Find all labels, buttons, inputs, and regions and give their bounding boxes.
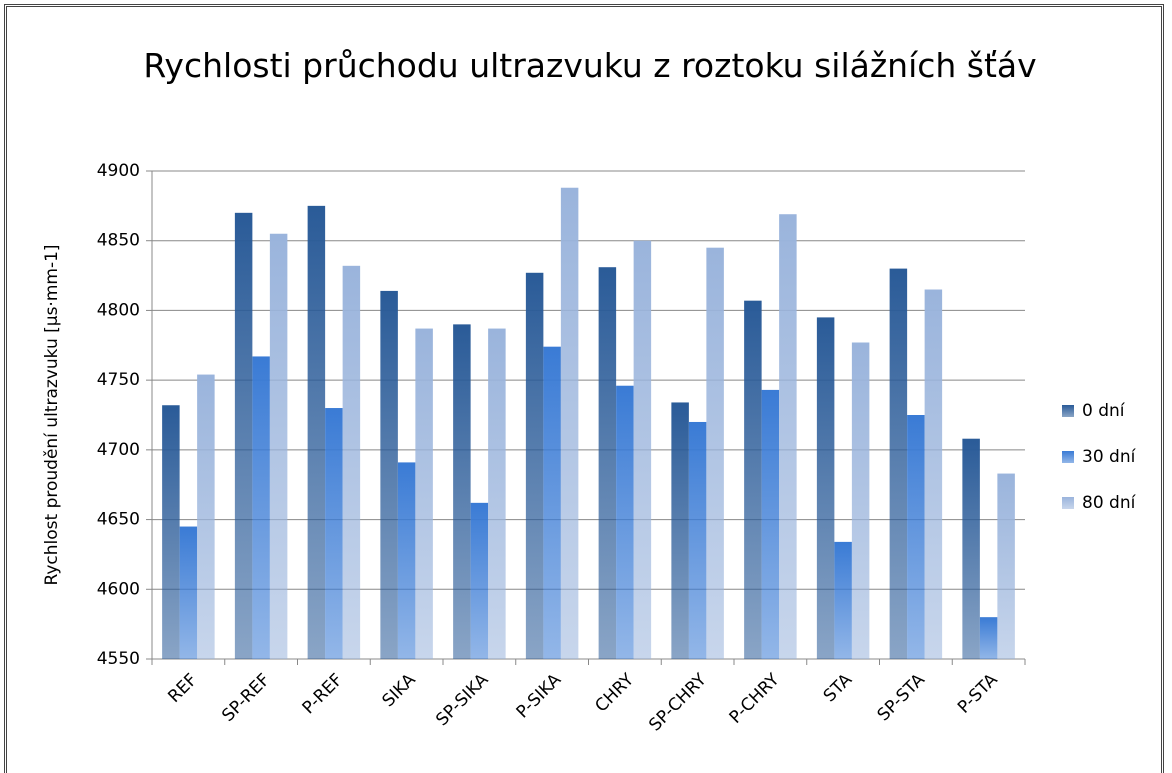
bar [252,356,270,659]
bar [560,187,579,659]
bar [997,473,1015,659]
y-tick-label: 4900 [97,161,140,181]
bar [234,212,253,660]
y-tick-label: 4800 [97,300,140,320]
bar [397,462,416,659]
y-tick-label: 4550 [97,649,140,669]
legend-label: 80 dní [1082,493,1137,513]
x-tick-label: SIKA [378,670,419,711]
bar [197,374,215,659]
bar [962,438,980,659]
y-tick-label: 4600 [97,579,140,599]
bar [307,205,326,659]
bar [979,617,998,659]
bar [779,214,797,660]
x-tick-label: STA [820,670,857,707]
bar [688,421,707,659]
bar [633,240,652,659]
legend-swatch [1062,405,1074,417]
y-tick-label: 4650 [97,510,140,530]
bar [671,402,689,659]
bar [470,502,489,659]
bar [415,328,433,659]
bar [162,405,180,659]
frame [4,4,1164,773]
bar [924,289,943,659]
bar [851,342,870,659]
chart-title: Rychlosti průchodu ultrazvuku z roztoku … [143,46,1037,85]
x-tick-label: SP-STA [874,670,930,726]
legend-swatch [1062,497,1074,509]
bar [269,233,288,659]
legend-label: 30 dní [1082,447,1137,467]
bar [453,324,471,659]
bar [706,247,724,659]
bar [816,317,835,659]
x-tick-label: CHRY [591,669,638,716]
bar [889,268,908,659]
x-tick-label: P-REF [299,670,347,718]
bar [744,300,762,659]
y-axis-label: Rychlost proudění ultrazvuku [µs·mm-1] [42,244,62,585]
x-tick-label: REF [164,670,201,707]
bar [598,267,617,659]
legend-label: 0 dní [1082,401,1126,421]
y-tick-label: 4700 [97,440,140,460]
y-tick-label: 4750 [97,370,140,390]
bar [525,272,544,659]
y-tick-label: 4850 [97,231,140,251]
bar [380,290,398,659]
bar [342,265,361,659]
bar [761,389,780,659]
x-tick-label: SP-REF [218,670,274,726]
bar [179,526,198,659]
bar [325,408,343,659]
x-tick-label: P-STA [954,670,1002,718]
x-tick-label: SP-CHRY [645,670,711,736]
bar [488,328,506,659]
bar [543,346,561,659]
x-tick-label: P-CHRY [726,669,784,727]
bar [907,415,925,659]
bar [834,541,852,659]
x-tick-label: SP-SIKA [432,670,492,730]
bar [616,385,634,659]
x-tick-label: P-SIKA [513,670,566,723]
legend-swatch [1062,451,1074,463]
